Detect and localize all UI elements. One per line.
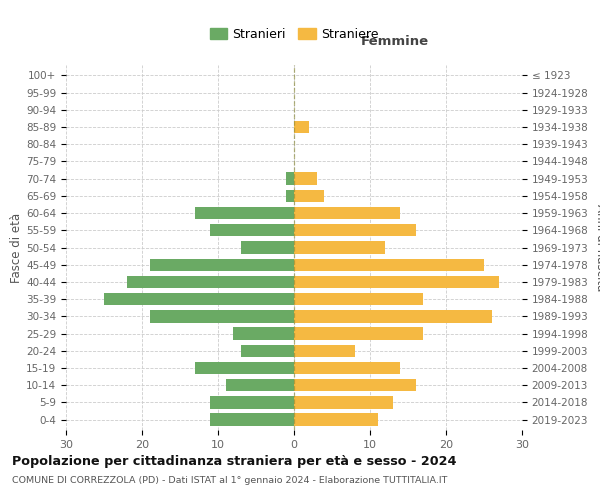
Bar	[294, 310, 491, 322]
Bar	[104, 293, 294, 306]
Bar	[294, 276, 499, 288]
Bar	[294, 242, 385, 254]
Bar	[294, 344, 355, 357]
Bar	[294, 224, 416, 236]
Text: Femmine: Femmine	[360, 35, 428, 48]
Bar	[294, 258, 484, 271]
Bar	[294, 172, 317, 185]
Legend: Stranieri, Straniere: Stranieri, Straniere	[206, 24, 382, 44]
Bar	[294, 396, 393, 408]
Bar	[294, 190, 325, 202]
Bar	[294, 293, 423, 306]
Bar	[127, 276, 294, 288]
Bar	[149, 258, 294, 271]
Bar	[233, 328, 294, 340]
Y-axis label: Fasce di età: Fasce di età	[10, 212, 23, 282]
Bar	[195, 207, 294, 220]
Bar	[286, 190, 294, 202]
Bar	[211, 414, 294, 426]
Bar	[286, 172, 294, 185]
Bar	[195, 362, 294, 374]
Bar	[211, 224, 294, 236]
Text: COMUNE DI CORREZZOLA (PD) - Dati ISTAT al 1° gennaio 2024 - Elaborazione TUTTITA: COMUNE DI CORREZZOLA (PD) - Dati ISTAT a…	[12, 476, 448, 485]
Bar	[211, 396, 294, 408]
Bar	[294, 121, 309, 133]
Bar	[294, 379, 416, 392]
Bar	[294, 207, 400, 220]
Bar	[241, 242, 294, 254]
Bar	[241, 344, 294, 357]
Bar	[149, 310, 294, 322]
Bar	[294, 328, 423, 340]
Y-axis label: Anni di nascita: Anni di nascita	[594, 204, 600, 291]
Bar	[226, 379, 294, 392]
Bar	[294, 362, 400, 374]
Text: Popolazione per cittadinanza straniera per età e sesso - 2024: Popolazione per cittadinanza straniera p…	[12, 455, 457, 468]
Bar	[294, 414, 377, 426]
